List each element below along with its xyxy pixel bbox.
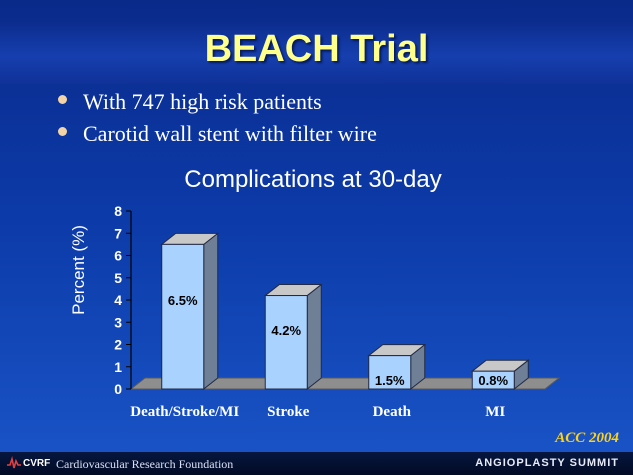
bullet-item: Carotid wall stent with filter wire [58,118,377,150]
y-tick-label: 8 [114,203,122,219]
bar-data-label: 6.5% [168,293,198,308]
bullet-item: With 747 high risk patients [58,86,377,118]
x-tick-label: Death [373,404,412,420]
y-tick-label: 2 [114,337,122,353]
y-axis-label: Percent (%) [69,225,88,315]
source-tag: ACC 2004 [555,430,619,446]
bar-side [306,283,322,391]
bullet-dot-icon [58,126,67,136]
bar [161,243,205,390]
x-tick-label: Stroke [267,404,310,420]
event-name: ANGIOPLASTY SUMMIT [475,457,619,469]
chart-title: Complications at 30-day [184,166,441,193]
y-tick-label: 5 [114,270,122,286]
bar-chart: Complications at 30-day Percent (%) 0 1 2 3 4 5… [69,166,561,420]
bullet-dot-icon [58,94,67,104]
bar-side [203,232,219,391]
x-tick-label: Death/Stroke/MI [130,404,239,420]
bar [264,295,308,390]
bar [368,355,412,390]
y-tick-label: 1 [114,359,122,375]
bar [471,370,515,390]
bullet-list: With 747 high risk patients Carotid wall… [58,86,377,150]
y-tick-label: 4 [114,292,122,308]
bullet-text: Carotid wall stent with filter wire [83,121,377,146]
slide-title: BEACH Trial [204,28,429,70]
y-tick-label: 6 [114,248,122,264]
logo-text: CVRF [23,458,51,469]
title-band [0,22,633,84]
bullet-text: With 747 high risk patients [83,89,322,114]
y-tick-label: 0 [114,381,122,397]
y-tick-label: 7 [114,225,122,241]
y-tick-label: 3 [114,314,122,330]
bar-data-label: 0.8% [478,373,508,388]
organization-name: Cardiovascular Research Foundation [56,457,234,471]
cvrf-logo-icon [7,456,21,469]
x-tick-label: MI [485,404,505,420]
bar-data-label: 4.2% [271,323,301,338]
footer-bar [0,452,633,475]
bar-data-label: 1.5% [375,373,405,388]
